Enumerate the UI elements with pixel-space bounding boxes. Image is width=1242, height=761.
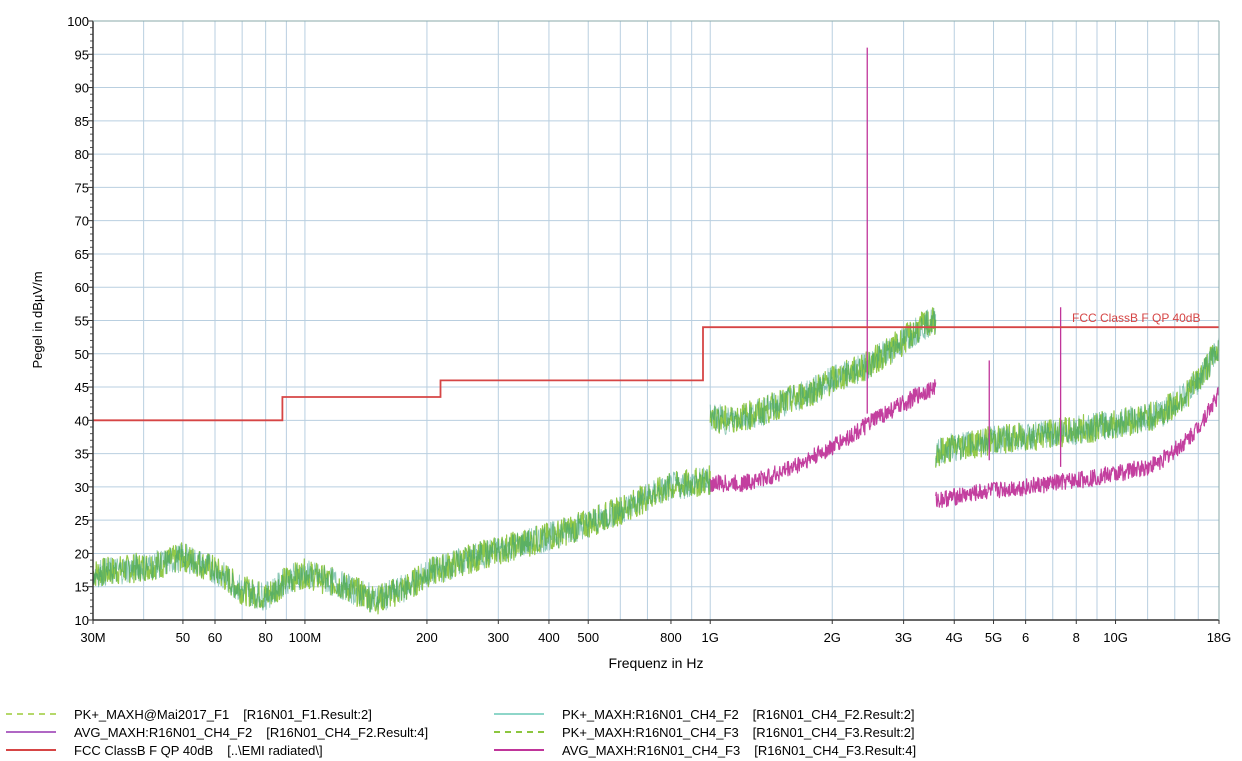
legend-series-source: [R16N01_CH4_F2.Result:2] [752, 706, 915, 722]
series-trace-dense [709, 307, 937, 436]
series-1 [92, 465, 711, 615]
legend-series-name: PK+_MAXH:R16N01_CH4_F2 [562, 706, 739, 722]
axes: 10 15 20 25 30 35 40 45 50 55 60 65 70 75 80 85 90 95 100 3… [67, 14, 1231, 645]
legend-swatch [6, 749, 56, 751]
legend-series-source: [..\EMI radiated\] [227, 742, 323, 758]
y-tick-label: 100 [67, 14, 89, 29]
legend-swatch [494, 731, 544, 733]
series-3 [935, 336, 1220, 468]
y-tick-label: 10 [75, 613, 89, 628]
series-trace-dense [92, 467, 711, 613]
x-tick-label: 300 [487, 630, 509, 645]
y-tick-label: 75 [75, 180, 89, 195]
legend-series-source: [R16N01_CH4_F2.Result:4] [266, 724, 429, 740]
legend-series-name: PK+_MAXH:R16N01_CH4_F3 [562, 724, 739, 740]
x-tick-label: 1G [702, 630, 719, 645]
limit-line-label: FCC ClassB F QP 40dB [1072, 311, 1200, 325]
legend-swatch [6, 713, 56, 715]
y-tick-label: 15 [75, 580, 89, 595]
x-axis-label: Frequenz in Hz [609, 655, 704, 671]
y-tick-label: 45 [75, 380, 89, 395]
y-tick-label: 60 [75, 280, 89, 295]
x-tick-label: 400 [538, 630, 560, 645]
legend-series-name: AVG_MAXH:R16N01_CH4_F3 [562, 742, 741, 758]
y-axis-label: Pegel in dBµV/m [30, 271, 45, 368]
x-tick-label: 60 [208, 630, 222, 645]
x-tick-label: 18G [1207, 630, 1232, 645]
y-tick-label: 80 [75, 147, 89, 162]
x-tick-label: 2G [824, 630, 841, 645]
series-trace [935, 386, 1220, 508]
legend-swatch [6, 731, 56, 733]
x-tick-label: 10G [1103, 630, 1128, 645]
plot-data [92, 47, 1220, 615]
y-tick-label: 50 [75, 347, 89, 362]
series-2 [709, 307, 937, 436]
x-tick-label: 80 [258, 630, 272, 645]
x-tick-label: 800 [660, 630, 682, 645]
y-tick-label: 90 [75, 81, 89, 96]
x-tick-label: 500 [577, 630, 599, 645]
y-tick-label: 85 [75, 114, 89, 129]
series-4 [709, 379, 937, 493]
emi-chart: 10 15 20 25 30 35 40 45 50 55 60 65 70 75 80 85 90 95 100 3… [30, 14, 1231, 671]
x-tick-label: 4G [946, 630, 963, 645]
legend-item: PK+_MAXH:R16N01_CH4_F2 [R16N01_CH4_F2.Res… [494, 705, 915, 723]
legend-series-source: [R16N01_CH4_F3.Result:4] [754, 742, 917, 758]
x-tick-label: 3G [895, 630, 912, 645]
y-tick-label: 55 [75, 314, 89, 329]
legend-series-source: [R16N01_CH4_F3.Result:2] [752, 724, 915, 740]
legend-series-name: FCC ClassB F QP 40dB [74, 742, 214, 758]
x-tick-label: 8 [1073, 630, 1080, 645]
x-tick-label: 5G [985, 630, 1002, 645]
y-tick-label: 25 [75, 513, 89, 528]
y-tick-label: 95 [75, 47, 89, 62]
legend-item: AVG_MAXH:R16N01_CH4_F3 [R16N01_CH4_F3.Res… [494, 741, 916, 759]
legend: PK+_MAXH@Mai2017_F1 [R16N01_F1.Result:2] A… [0, 700, 1242, 760]
legend-item: AVG_MAXH:R16N01_CH4_F2 [R16N01_CH4_F2.Res… [6, 723, 428, 741]
y-tick-label: 65 [75, 247, 89, 262]
y-tick-label: 30 [75, 480, 89, 495]
y-tick-label: 70 [75, 214, 89, 229]
y-tick-label: 40 [75, 413, 89, 428]
x-tick-label: 200 [416, 630, 438, 645]
legend-series-source: [R16N01_F1.Result:2] [243, 706, 372, 722]
legend-item: FCC ClassB F QP 40dB [..\EMI radiated\] [6, 741, 323, 759]
legend-item: PK+_MAXH:R16N01_CH4_F3 [R16N01_CH4_F3.Res… [494, 723, 915, 741]
y-tick-label: 35 [75, 447, 89, 462]
x-tick-label: 50 [176, 630, 190, 645]
legend-item: PK+_MAXH@Mai2017_F1 [R16N01_F1.Result:2] [6, 705, 372, 723]
limit-line [93, 326, 1219, 422]
series-5 [935, 386, 1220, 508]
y-tick-label: 20 [75, 546, 89, 561]
series-trace-dense [935, 336, 1220, 467]
legend-swatch [494, 749, 544, 751]
series-trace [709, 379, 937, 493]
legend-swatch [494, 713, 544, 715]
x-tick-label: 6 [1022, 630, 1029, 645]
legend-series-name: AVG_MAXH:R16N01_CH4_F2 [74, 724, 253, 740]
legend-series-name: PK+_MAXH@Mai2017_F1 [74, 706, 230, 722]
x-tick-label: 30M [80, 630, 105, 645]
x-tick-label: 100M [289, 630, 322, 645]
